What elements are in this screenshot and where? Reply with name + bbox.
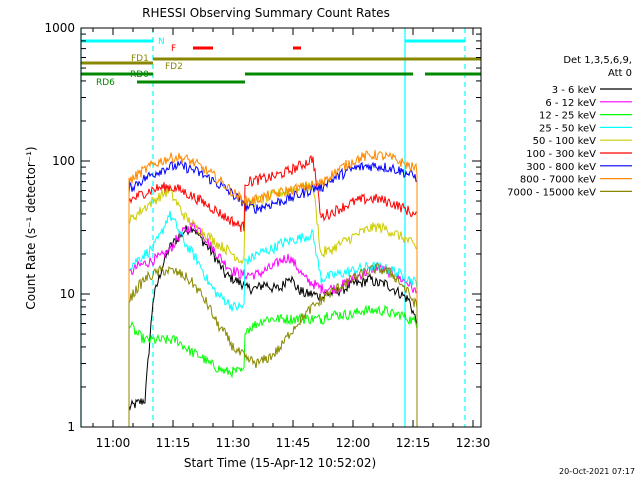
state-label-f: F (171, 44, 176, 54)
y-tick-label-1: 10 (60, 287, 75, 301)
x-tick-label-1: 11:15 (156, 436, 191, 450)
plot-area: NF FD1 FD2 RD0 RD6 (80, 28, 481, 427)
state-label-rd0: RD0 (130, 70, 149, 80)
legend: Det 1,3,5,6,9, Att 0 3 - 6 keV 6 - 12 keV… (507, 55, 632, 198)
x-axis-label: Start Time (15-Apr-12 10:52:02) (184, 456, 376, 470)
x-tick-label-0: 11:00 (96, 436, 131, 450)
legend-label-6: 300 - 800 keV (526, 162, 596, 173)
legend-label-4: 50 - 100 keV (533, 136, 597, 147)
x-tick-label-2: 11:30 (216, 436, 251, 450)
y-tick-label-2: 100 (52, 154, 75, 168)
legend-label-2: 12 - 25 keV (539, 111, 596, 122)
legend-header-line2: Att 0 (608, 68, 632, 79)
x-tick-label-4: 12:00 (336, 436, 371, 450)
legend-label-0: 3 - 6 keV (552, 85, 596, 96)
series-line-6 (128, 160, 418, 427)
y-axis: 1 10 100 1000 (44, 21, 481, 434)
series-line-2 (128, 304, 418, 427)
state-label-n: N (158, 37, 165, 47)
y-tick-label-0: 1 (67, 420, 75, 434)
state-label-fd1: FD1 (131, 54, 149, 64)
chart-title: RHESSI Observing Summary Count Rates (142, 6, 390, 20)
x-axis: 11:00 11:15 11:30 11:45 12:00 12:15 12:30 (92, 28, 491, 450)
x-tick-label-3: 11:45 (276, 436, 311, 450)
y-axis-label: Count Rate (s⁻¹ detector⁻¹) (24, 146, 38, 309)
series-line-5 (128, 154, 418, 427)
legend-label-5: 100 - 300 keV (526, 149, 596, 160)
state-label-rd6: RD6 (96, 78, 115, 88)
legend-label-1: 6 - 12 keV (545, 98, 596, 109)
x-tick-label-6: 12:30 (456, 436, 491, 450)
y-tick-label-3: 1000 (44, 21, 75, 35)
legend-label-7: 800 - 7000 keV (520, 175, 596, 186)
series-line-7 (128, 149, 418, 427)
x-tick-label-5: 12:15 (396, 436, 431, 450)
series-line-8 (128, 263, 418, 427)
legend-label-3: 25 - 50 keV (539, 123, 596, 134)
footer-timestamp: 20-Oct-2021 07:17 (559, 467, 635, 476)
legend-label-8: 7000 - 15000 keV (507, 187, 596, 198)
state-label-fd2: FD2 (165, 62, 183, 72)
plot-frame (80, 27, 482, 428)
legend-header-line1: Det 1,3,5,6,9, (563, 55, 632, 66)
series-line-4 (128, 180, 418, 427)
